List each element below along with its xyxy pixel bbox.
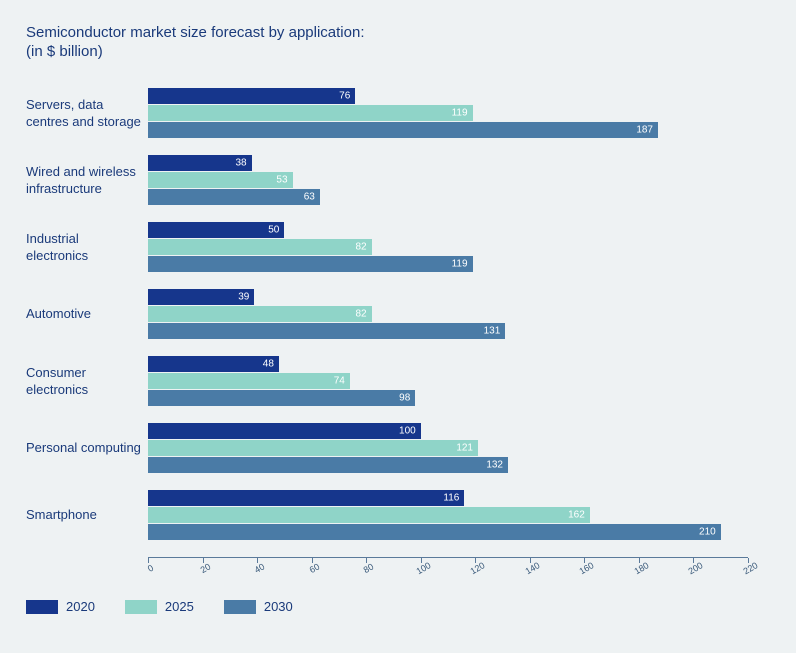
bar: 82 bbox=[148, 239, 372, 255]
legend-swatch bbox=[125, 600, 157, 614]
legend-label: 2030 bbox=[264, 599, 293, 614]
x-axis: 020406080100120140160180200220 bbox=[148, 557, 748, 581]
bar-value-label: 187 bbox=[636, 125, 653, 136]
bar-group: Consumer electronics487498 bbox=[148, 356, 748, 407]
category-label: Automotive bbox=[26, 306, 144, 322]
chart-legend: 2020 2025 2030 bbox=[26, 599, 770, 614]
bar-group: Automotive3982131 bbox=[148, 289, 748, 340]
bar-value-label: 50 bbox=[268, 225, 279, 236]
legend-item: 2020 bbox=[26, 599, 95, 614]
category-label: Smartphone bbox=[26, 507, 144, 523]
bar: 76 bbox=[148, 88, 355, 104]
bar-value-label: 116 bbox=[443, 493, 459, 504]
bar: 162 bbox=[148, 507, 590, 523]
bar-value-label: 119 bbox=[452, 108, 468, 119]
legend-swatch bbox=[26, 600, 58, 614]
bar: 39 bbox=[148, 289, 254, 305]
axis-tick-label: 220 bbox=[741, 560, 759, 576]
bar: 116 bbox=[148, 490, 464, 506]
axis-tick-label: 200 bbox=[687, 560, 705, 576]
legend-label: 2025 bbox=[165, 599, 194, 614]
chart-plot-area: Servers, data centres and storage7611918… bbox=[148, 88, 748, 581]
axis-tick-label: 140 bbox=[523, 560, 541, 576]
bar: 63 bbox=[148, 189, 320, 205]
axis-tick-label: 180 bbox=[632, 560, 650, 576]
bar: 210 bbox=[148, 524, 721, 540]
category-label: Personal computing bbox=[26, 440, 144, 456]
axis-tick-label: 160 bbox=[578, 560, 596, 576]
bar-value-label: 132 bbox=[486, 460, 503, 471]
bar-value-label: 63 bbox=[304, 192, 315, 203]
bar: 50 bbox=[148, 222, 284, 238]
bar: 119 bbox=[148, 105, 473, 121]
chart-title: Semiconductor market size forecast by ap… bbox=[26, 22, 770, 43]
bar-value-label: 38 bbox=[236, 158, 247, 169]
bar-group: Servers, data centres and storage7611918… bbox=[148, 88, 748, 139]
legend-item: 2030 bbox=[224, 599, 293, 614]
bar-value-label: 53 bbox=[276, 175, 287, 186]
axis-tick-label: 60 bbox=[307, 561, 321, 575]
category-label: Wired and wireless infrastructure bbox=[26, 164, 144, 197]
bar: 121 bbox=[148, 440, 478, 456]
legend-swatch bbox=[224, 600, 256, 614]
axis-tick-label: 20 bbox=[198, 561, 212, 575]
bar: 187 bbox=[148, 122, 658, 138]
bar-value-label: 76 bbox=[339, 91, 350, 102]
bar: 100 bbox=[148, 423, 421, 439]
bar-group: Industrial electronics5082119 bbox=[148, 222, 748, 273]
bar: 82 bbox=[148, 306, 372, 322]
bar: 119 bbox=[148, 256, 473, 272]
bar-value-label: 121 bbox=[456, 443, 473, 454]
axis-tick-label: 100 bbox=[414, 560, 432, 576]
bar: 131 bbox=[148, 323, 505, 339]
bar-value-label: 119 bbox=[452, 259, 468, 270]
bar-value-label: 100 bbox=[399, 426, 416, 437]
bar: 38 bbox=[148, 155, 252, 171]
bar-value-label: 82 bbox=[356, 242, 367, 253]
bar-value-label: 210 bbox=[699, 527, 716, 538]
category-label: Consumer electronics bbox=[26, 365, 144, 398]
bar-value-label: 162 bbox=[568, 510, 585, 521]
bar-value-label: 74 bbox=[334, 376, 345, 387]
axis-tick-label: 0 bbox=[146, 563, 155, 574]
bar: 53 bbox=[148, 172, 293, 188]
bar-value-label: 39 bbox=[238, 292, 249, 303]
bar-value-label: 98 bbox=[399, 393, 410, 404]
bar: 98 bbox=[148, 390, 415, 406]
bar: 74 bbox=[148, 373, 350, 389]
bar: 48 bbox=[148, 356, 279, 372]
bar-value-label: 82 bbox=[356, 309, 367, 320]
legend-label: 2020 bbox=[66, 599, 95, 614]
category-label: Industrial electronics bbox=[26, 231, 144, 264]
bar-value-label: 48 bbox=[263, 359, 274, 370]
legend-item: 2025 bbox=[125, 599, 194, 614]
bar-value-label: 131 bbox=[484, 326, 501, 337]
axis-tick-label: 40 bbox=[253, 561, 267, 575]
axis-tick-label: 80 bbox=[362, 561, 376, 575]
bar-group: Wired and wireless infrastructure385363 bbox=[148, 155, 748, 206]
bar-group: Personal computing100121132 bbox=[148, 423, 748, 474]
bar-group: Smartphone116162210 bbox=[148, 490, 748, 541]
category-label: Servers, data centres and storage bbox=[26, 97, 144, 130]
axis-tick-label: 120 bbox=[469, 560, 487, 576]
bar: 132 bbox=[148, 457, 508, 473]
chart-subtitle: (in $ billion) bbox=[26, 43, 770, 60]
